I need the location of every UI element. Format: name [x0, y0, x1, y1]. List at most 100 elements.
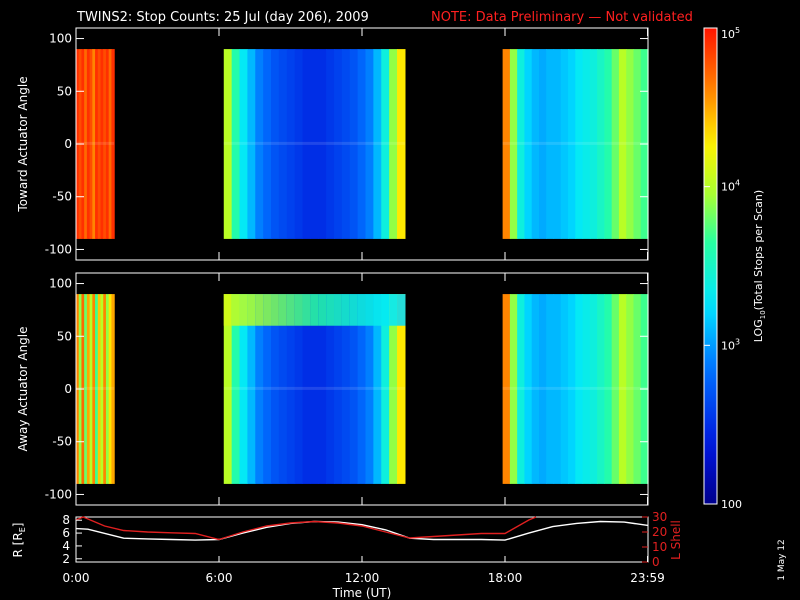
heatmap-cell — [365, 49, 374, 239]
orbit-xticks: 0:00 6:00 12:00 18:00 23:59 — [63, 556, 665, 585]
right-ytick-label: 30 — [652, 510, 667, 524]
r-label-text: R [R — [11, 532, 25, 557]
r-axis-label: R [RE] — [11, 523, 27, 558]
heatmap-cell — [589, 49, 598, 239]
heatmap-cell — [568, 49, 576, 239]
heatmap-high-band — [334, 294, 343, 326]
heatmap-cell — [373, 49, 382, 239]
ytick-label: 50 — [57, 329, 72, 343]
heatmap-high-band — [341, 294, 351, 326]
heatmap-high-band — [231, 294, 241, 326]
away-heatmap — [76, 294, 649, 484]
heatmap-cell — [318, 294, 327, 484]
orbit-lines — [75, 516, 649, 541]
heatmap-cell — [389, 294, 398, 484]
heatmap-cell — [524, 294, 533, 484]
colorbar-strip — [704, 28, 717, 504]
heatmap-cell — [626, 294, 635, 484]
heatmap-cell — [334, 49, 343, 239]
heatmap-cell — [381, 294, 390, 484]
ytick-label: 50 — [57, 84, 72, 98]
heatmap-cell — [502, 49, 511, 239]
r-label-close: ] — [11, 523, 25, 528]
heatmap-cell — [553, 49, 562, 239]
heatmap-cell — [538, 49, 547, 239]
footer-date: 1 May 12 — [777, 539, 787, 581]
toward-heatmap — [76, 49, 649, 239]
r-line — [75, 520, 649, 541]
heatmap-cell — [247, 294, 256, 484]
zero-angle-stripe — [76, 141, 115, 145]
toward-panel: 100 50 0 -50 -100 Toward Actuator Angle — [16, 27, 649, 261]
heatmap-cell — [326, 49, 335, 239]
heatmap-cell — [517, 294, 526, 484]
heatmap-cell — [509, 294, 518, 484]
heatmap-high-band — [349, 294, 359, 326]
heatmap-cell — [111, 294, 115, 484]
heatmap-cell — [611, 49, 620, 239]
left-ytick-label: 2 — [62, 552, 70, 566]
heatmap-cell — [611, 294, 620, 484]
colorbar-tick-label-3: 100 — [721, 498, 742, 511]
heatmap-cell — [397, 294, 406, 484]
heatmap-cell — [349, 49, 359, 239]
heatmap-cell — [381, 49, 390, 239]
heatmap-cell — [365, 294, 374, 484]
colorbar-label-suffix: (Total Stops per Scan) — [752, 190, 765, 311]
heatmap-high-band — [294, 294, 304, 326]
lshell-line — [75, 516, 537, 541]
xtick-label: 23:59 — [630, 571, 665, 585]
heatmap-cell — [105, 49, 110, 239]
colorbar-tick-label-0: 105 — [721, 26, 740, 41]
heatmap-cell — [271, 294, 280, 484]
heatmap-cell — [92, 294, 96, 484]
colorbar-label-prefix: LOG — [752, 319, 765, 342]
xtick-label: 6:00 — [206, 571, 233, 585]
heatmap-cell — [310, 294, 319, 484]
heatmap-cell — [334, 294, 343, 484]
heatmap-cell — [86, 49, 91, 239]
heatmap-cell — [397, 49, 406, 239]
heatmap-cell — [294, 49, 304, 239]
heatmap-cell — [278, 294, 288, 484]
heatmap-high-band — [255, 294, 264, 326]
heatmap-cell — [278, 49, 288, 239]
heatmap-high-band — [302, 294, 311, 326]
heatmap-cell — [546, 294, 555, 484]
left-ytick-label: 8 — [62, 513, 70, 527]
heatmap-cell — [318, 49, 327, 239]
heatmap-cell — [597, 49, 605, 239]
heatmap-cell — [247, 49, 256, 239]
heatmap-high-band — [223, 294, 233, 326]
heatmap-cell — [84, 49, 88, 239]
heatmap-cell — [84, 294, 88, 484]
heatmap-cell — [341, 294, 351, 484]
colorbar-frame — [703, 27, 718, 505]
zero-angle-stripe — [223, 386, 405, 390]
ytick-label: 0 — [64, 382, 72, 396]
colorbar-tick-label-2: 103 — [721, 337, 740, 352]
heatmap-high-band — [318, 294, 327, 326]
heatmap-cell — [560, 49, 569, 239]
ytick-label: -50 — [52, 435, 72, 449]
heatmap-cell — [263, 49, 272, 239]
colorbar-label-sub: 10 — [759, 310, 767, 319]
heatmap-cell — [89, 49, 93, 239]
zero-angle-stripe — [223, 141, 405, 145]
heatmap-cell — [111, 49, 115, 239]
heatmap-high-band — [239, 294, 248, 326]
heatmap-high-band — [247, 294, 256, 326]
heatmap-cell — [502, 294, 511, 484]
toward-xticks — [75, 28, 649, 260]
ytick-label: -100 — [45, 487, 72, 501]
heatmap-cell — [389, 49, 398, 239]
ytick-label: -50 — [52, 190, 72, 204]
heatmap-cell — [108, 294, 113, 484]
heatmap-cell — [103, 49, 107, 239]
right-ytick-label: 10 — [652, 540, 667, 554]
heatmap-cell — [95, 49, 99, 239]
heatmap-high-band — [310, 294, 319, 326]
